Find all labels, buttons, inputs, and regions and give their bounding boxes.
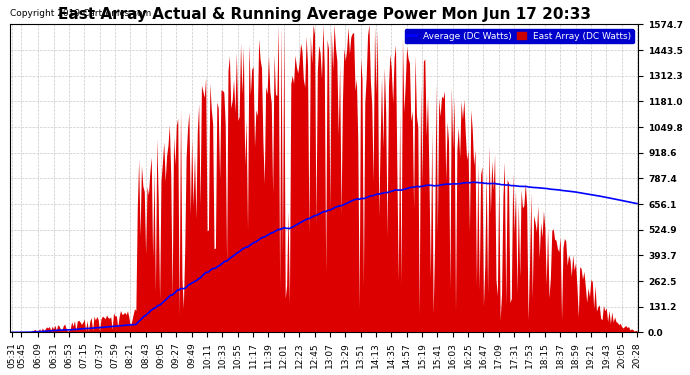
Title: East Array Actual & Running Average Power Mon Jun 17 20:33: East Array Actual & Running Average Powe… (58, 7, 591, 22)
Legend: Average (DC Watts), East Array (DC Watts): Average (DC Watts), East Array (DC Watts… (404, 29, 634, 44)
Text: Copyright 2019 Cartronics.com: Copyright 2019 Cartronics.com (10, 9, 152, 18)
